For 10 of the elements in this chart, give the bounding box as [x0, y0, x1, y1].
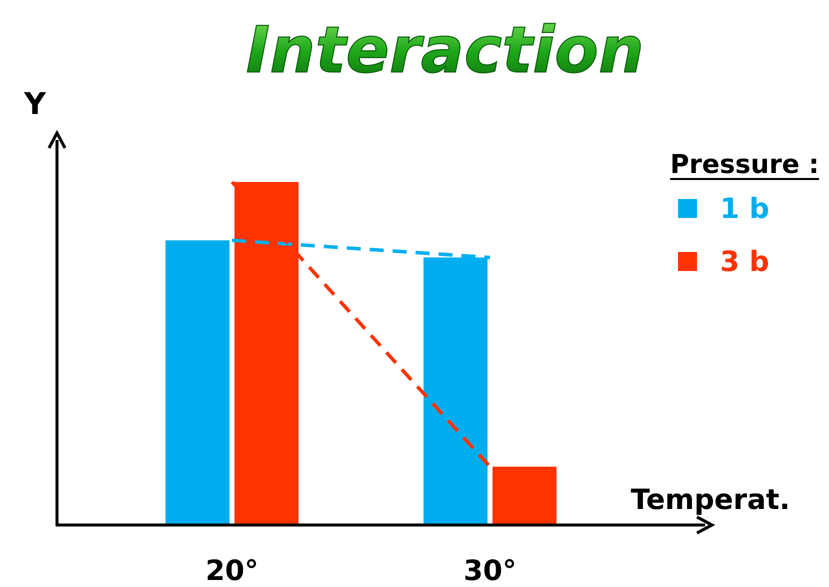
bar [166, 240, 230, 525]
chart-title: Interaction [246, 14, 644, 88]
legend-label: 1 b [720, 192, 770, 225]
x-axis-title: Temperat. [630, 483, 790, 516]
bar [492, 466, 556, 525]
x-tick-label: 20° [206, 554, 258, 587]
legend-title: Pressure : [670, 150, 819, 180]
y-axis-title: Y [23, 87, 48, 122]
x-tick-label: 30° [464, 554, 516, 587]
legend-label: 3 b [720, 245, 770, 278]
